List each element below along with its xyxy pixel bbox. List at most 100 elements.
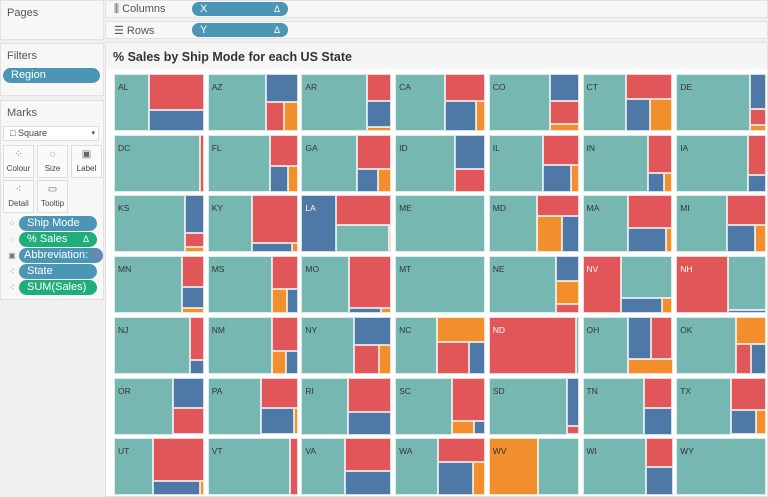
mark-blue[interactable]	[645, 466, 673, 496]
mark-blue[interactable]	[367, 101, 392, 127]
mark-red[interactable]	[445, 74, 486, 102]
mark-blue[interactable]	[269, 165, 288, 192]
mark-red[interactable]	[260, 377, 298, 409]
mark-orange[interactable]	[735, 316, 767, 344]
mark-blue[interactable]	[455, 134, 486, 170]
mark-teal[interactable]	[207, 438, 291, 496]
state-tile-nj[interactable]: NJ	[114, 316, 204, 374]
mark-red[interactable]	[272, 256, 298, 289]
state-tile-or[interactable]: OR	[114, 377, 204, 435]
state-tile-ia[interactable]: IA	[676, 134, 767, 192]
mark-teal[interactable]	[582, 316, 628, 374]
mark-red[interactable]	[149, 74, 204, 111]
mark-blue[interactable]	[748, 174, 767, 192]
mark-teal[interactable]	[301, 316, 354, 374]
mark-orange[interactable]	[283, 101, 298, 131]
mark-blue[interactable]	[357, 169, 378, 192]
mark-orange[interactable]	[377, 169, 392, 192]
mark-blue[interactable]	[627, 316, 651, 359]
mark-teal[interactable]	[582, 377, 644, 435]
mark-red[interactable]	[251, 195, 298, 244]
mark-red[interactable]	[727, 195, 767, 225]
pill-state[interactable]: State	[19, 264, 97, 279]
mark-orange[interactable]	[200, 481, 204, 496]
mark-blue[interactable]	[643, 407, 673, 435]
mark-orange[interactable]	[272, 351, 287, 374]
state-tile-sd[interactable]: SD	[488, 377, 579, 435]
mark-blue[interactable]	[286, 351, 298, 374]
mark-teal[interactable]	[114, 256, 183, 314]
mark-blue[interactable]	[625, 99, 650, 131]
mark-blue[interactable]	[473, 420, 486, 435]
mark-red[interactable]	[336, 195, 392, 226]
mark-orange[interactable]	[367, 126, 392, 131]
mark-orange[interactable]	[488, 438, 539, 496]
mark-teal[interactable]	[114, 438, 153, 496]
mark-blue[interactable]	[750, 343, 767, 374]
state-tile-nm[interactable]: NM	[207, 316, 298, 374]
mark-orange[interactable]	[380, 308, 392, 314]
pill-sum-sales[interactable]: SUM(Sales)	[19, 280, 97, 295]
state-tile-ny[interactable]: NY	[301, 316, 392, 374]
mark-red[interactable]	[455, 169, 486, 192]
mark-orange[interactable]	[755, 224, 767, 253]
mark-teal[interactable]	[582, 438, 646, 496]
mark-blue[interactable]	[567, 377, 579, 426]
mark-blue[interactable]	[344, 471, 392, 496]
mark-red[interactable]	[357, 134, 392, 170]
mark-orange[interactable]	[185, 246, 204, 253]
mark-teal[interactable]	[207, 195, 252, 253]
mark-teal[interactable]	[488, 256, 557, 314]
state-tile-fl[interactable]: FL	[207, 134, 298, 192]
mark-orange[interactable]	[293, 408, 298, 435]
mark-red[interactable]	[643, 377, 673, 408]
mark-red[interactable]	[353, 345, 379, 374]
state-tile-wv[interactable]: WV	[488, 438, 579, 496]
mark-orange[interactable]	[649, 99, 673, 131]
mark-teal[interactable]	[207, 316, 273, 374]
mark-blue[interactable]	[445, 101, 477, 131]
label-button[interactable]: ▣ Label	[71, 145, 102, 178]
mark-teal[interactable]	[301, 256, 350, 314]
detail-button[interactable]: ⁖ Detail	[3, 180, 34, 213]
state-tile-sc[interactable]: SC	[395, 377, 486, 435]
mark-teal[interactable]	[207, 74, 267, 131]
mark-teal[interactable]	[207, 256, 273, 314]
mark-teal[interactable]	[301, 377, 349, 435]
state-tile-id[interactable]: ID	[395, 134, 486, 192]
mark-teal[interactable]	[301, 438, 345, 496]
mark-blue[interactable]	[189, 359, 204, 374]
mark-teal[interactable]	[676, 316, 736, 374]
mark-red[interactable]	[437, 341, 470, 374]
mark-teal[interactable]	[621, 256, 673, 299]
filter-pill-region[interactable]: Region	[3, 68, 100, 83]
state-tile-wa[interactable]: WA	[395, 438, 486, 496]
state-tile-md[interactable]: MD	[488, 195, 579, 253]
mark-teal[interactable]	[728, 256, 767, 311]
mark-blue[interactable]	[749, 74, 767, 109]
mark-teal[interactable]	[676, 438, 767, 496]
mark-blue[interactable]	[173, 377, 204, 408]
state-tile-me[interactable]: ME	[395, 195, 486, 253]
state-tile-ne[interactable]: NE	[488, 256, 579, 314]
mark-teal[interactable]	[538, 438, 579, 496]
mark-blue[interactable]	[621, 298, 663, 314]
pill-abbreviation[interactable]: Abbreviation: ⛁	[19, 248, 103, 263]
mark-red[interactable]	[272, 316, 298, 352]
colour-button[interactable]: ⁘ Colour	[3, 145, 34, 178]
mark-teal[interactable]	[301, 74, 368, 131]
state-tile-ks[interactable]: KS	[114, 195, 204, 253]
state-tile-al[interactable]: AL	[114, 74, 204, 131]
mark-blue[interactable]	[182, 286, 204, 309]
mark-teal[interactable]	[582, 195, 629, 253]
mark-red[interactable]	[549, 100, 579, 124]
mark-orange[interactable]	[451, 420, 474, 435]
state-tile-ri[interactable]: RI	[301, 377, 392, 435]
mark-blue[interactable]	[301, 195, 337, 253]
mark-orange[interactable]	[437, 316, 486, 342]
mark-blue[interactable]	[561, 216, 579, 253]
mark-red[interactable]	[748, 134, 767, 175]
mark-red[interactable]	[290, 438, 298, 496]
